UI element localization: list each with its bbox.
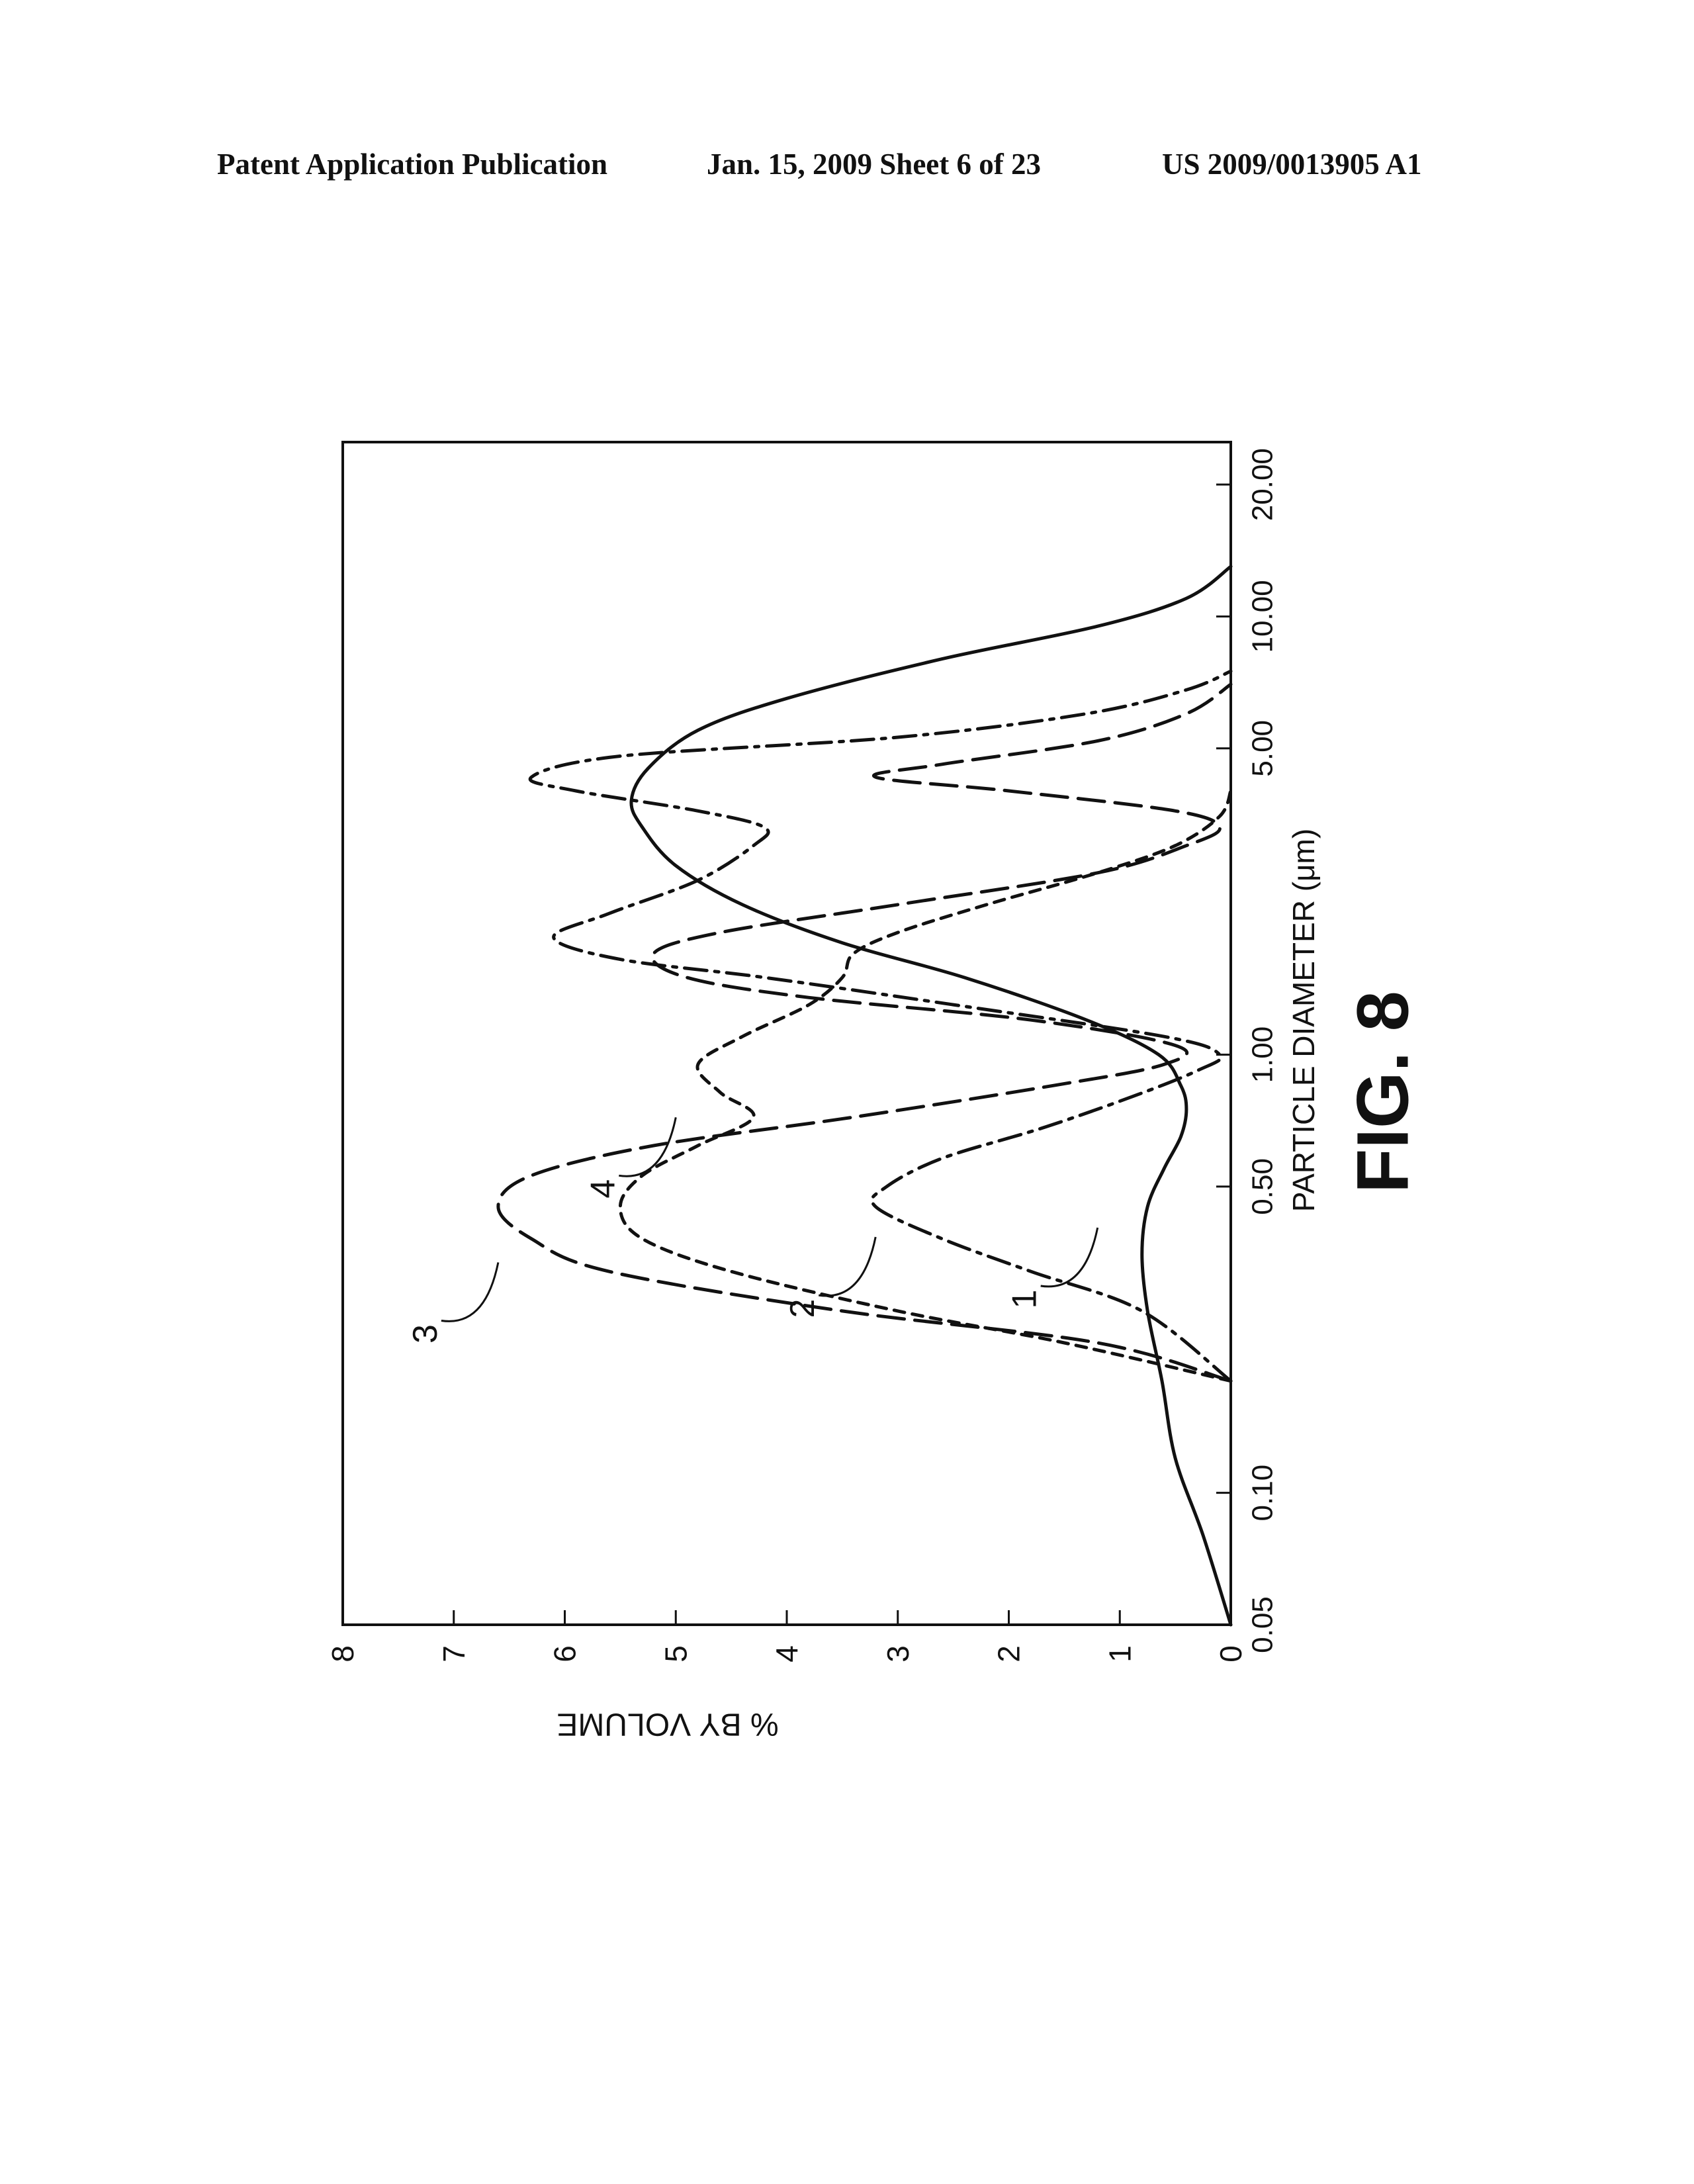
x-axis-title: PARTICLE DIAMETER (μm) (1286, 829, 1321, 1212)
x-tick-label: 20.00 (1247, 448, 1279, 521)
y-tick-label: 7 (437, 1645, 471, 1662)
x-tick-label: 5.00 (1247, 720, 1279, 777)
y-tick-label: 4 (770, 1645, 804, 1662)
y-tick-label: 8 (326, 1645, 360, 1662)
plot-frame (343, 442, 1231, 1625)
series-3-label: 3 (406, 1324, 445, 1343)
x-tick-label: 0.50 (1247, 1158, 1279, 1215)
y-tick-label: 0 (1214, 1645, 1248, 1662)
y-tick-label: 3 (881, 1645, 915, 1662)
chart-body: 0.05 0.10 0.50 1.00 5.00 10.00 20.00 0 1 2 3 4 5 6 7 8 P… (326, 442, 1424, 1742)
x-tick-label: 1.00 (1247, 1026, 1279, 1083)
series-2-leader (819, 1237, 875, 1296)
series-1-line (631, 567, 1231, 1625)
y-tick-label: 1 (1102, 1645, 1137, 1662)
x-tick-label: 10.00 (1247, 580, 1279, 653)
series-1-label: 1 (1006, 1290, 1044, 1309)
y-tick-label: 6 (548, 1645, 582, 1662)
y-axis-title: % BY VOLUME (557, 1707, 778, 1742)
y-tick-label: 5 (658, 1645, 693, 1662)
series-3-line (498, 684, 1231, 1381)
x-tick-label: 0.10 (1247, 1465, 1279, 1522)
y-tick-label: 2 (992, 1645, 1026, 1662)
series-4-label: 4 (584, 1179, 622, 1199)
x-tick-label: 0.05 (1247, 1596, 1279, 1653)
figure-caption: FIG. 8 (1343, 991, 1424, 1193)
series-3-leader (441, 1263, 498, 1322)
